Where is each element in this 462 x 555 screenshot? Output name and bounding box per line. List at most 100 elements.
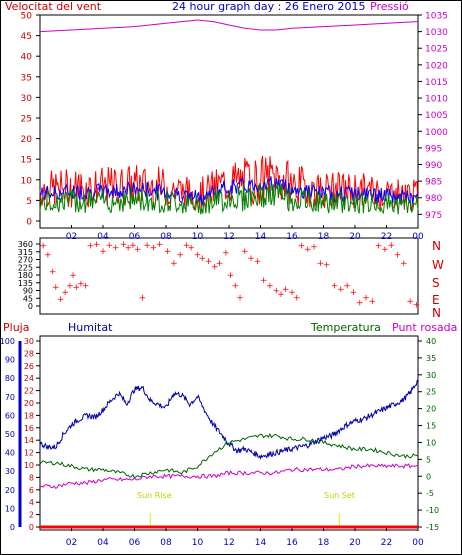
humidity-xtick-label: 16 — [286, 538, 298, 548]
wind-ytick-label: 25 — [21, 115, 32, 125]
rain-ytick-label: 30 — [24, 337, 34, 346]
direction-point: + — [57, 295, 65, 305]
temp-ytick-label: 35 — [426, 354, 436, 363]
direction-point: + — [143, 241, 151, 251]
wind-xtick-label: 00 — [412, 232, 424, 242]
direction-point: + — [39, 242, 47, 252]
direction-point: + — [236, 293, 244, 303]
temperature-label: Temperatura — [310, 321, 381, 334]
direction-point: + — [293, 293, 301, 303]
direction-ytick-label: 135 — [18, 279, 33, 288]
rain-ytick-label: 28 — [24, 349, 34, 358]
direction-point: + — [272, 287, 280, 297]
direction-ytick-label: 45 — [23, 294, 33, 303]
humidity-ytick-label: 80 — [5, 374, 15, 383]
direction-point: + — [216, 259, 224, 269]
chart-title: 24 hour graph day : 26 Enero 2015 — [172, 0, 366, 13]
rain-ytick-label: 26 — [24, 362, 34, 371]
dewpoint-label: Punt rosada — [392, 321, 457, 334]
direction-point: + — [369, 297, 377, 307]
wind-ytick-label: 50 — [21, 12, 33, 22]
direction-point: + — [304, 245, 312, 255]
direction-ytick-label: 90 — [23, 287, 33, 296]
wind-xtick-label: 08 — [160, 232, 172, 242]
temp-ytick-label: 30 — [426, 371, 436, 380]
wind-ytick-label: 35 — [21, 73, 32, 83]
temp-ytick-label: -15 — [426, 523, 439, 532]
humidity-xtick-label: 20 — [349, 538, 361, 548]
wind-xtick-label: 20 — [349, 232, 361, 242]
direction-point: + — [375, 242, 383, 252]
humidity-ytick-label: 30 — [5, 467, 15, 476]
direction-point: + — [241, 247, 249, 257]
direction-point: + — [129, 241, 137, 251]
pressure-ytick-label: 1000 — [425, 128, 448, 138]
direction-point: + — [317, 259, 325, 269]
wind-ytick-label: 30 — [21, 94, 33, 104]
pressure-ytick-label: 980 — [425, 194, 442, 204]
humidity-xtick-label: 10 — [192, 538, 204, 548]
direction-point: + — [247, 254, 255, 264]
humidity-label: Humitat — [68, 321, 113, 334]
pressure-ytick-label: 1025 — [425, 45, 448, 55]
rain-ytick-label: 8 — [29, 473, 34, 482]
direction-point: + — [406, 297, 414, 307]
humidity-xtick-label: 18 — [318, 538, 330, 548]
wind-ytick-label: 45 — [21, 32, 32, 42]
temp-ytick-label: -5 — [426, 489, 434, 498]
rain-ytick-label: 16 — [24, 424, 34, 433]
direction-point: + — [266, 281, 274, 291]
humidity-line — [39, 379, 419, 460]
humidity-ytick-label: 70 — [5, 393, 15, 402]
rain-ytick-label: 12 — [24, 449, 34, 458]
direction-point: + — [356, 299, 364, 309]
direction-point: + — [211, 262, 219, 272]
direction-point: + — [205, 257, 213, 267]
wind-xtick-label: 04 — [97, 232, 109, 242]
wind-ytick-label: 5 — [26, 197, 32, 207]
pressure-ytick-label: 975 — [425, 211, 442, 221]
pressure-ytick-label: 1010 — [425, 95, 448, 105]
rain-ytick-label: 10 — [24, 461, 34, 470]
wind-panel: 0510152025303540455097598098599099510001… — [21, 12, 449, 243]
rain-ytick-label: 4 — [29, 498, 34, 507]
direction-point: + — [72, 283, 80, 293]
humidity-ytick-label: 100 — [0, 337, 15, 346]
direction-ytick-label: 315 — [18, 248, 33, 257]
pressure-ytick-label: 1015 — [425, 78, 448, 88]
rain-ytick-label: 6 — [29, 486, 34, 495]
direction-point: + — [387, 241, 395, 251]
temp-ytick-label: 25 — [426, 388, 436, 397]
direction-point: + — [222, 249, 230, 259]
wind-xtick-label: 12 — [223, 232, 234, 242]
wind-xtick-label: 06 — [129, 232, 141, 242]
wind-xtick-label: 14 — [255, 232, 267, 242]
humidity-xtick-label: 00 — [412, 538, 424, 548]
direction-point: + — [394, 250, 402, 260]
humidity-panel: 0102030405060708090100024681012141618202… — [0, 337, 439, 548]
direction-ytick-label: 225 — [18, 263, 33, 272]
direction-point: + — [232, 281, 240, 291]
temp-ytick-label: -10 — [426, 506, 439, 515]
direction-point: + — [400, 259, 408, 269]
pressure-ytick-label: 1030 — [425, 28, 448, 38]
humidity-xtick-label: 08 — [160, 538, 172, 548]
direction-point: + — [150, 243, 158, 253]
pressure-ytick-label: 1035 — [425, 12, 448, 22]
direction-point: + — [331, 281, 339, 291]
direction-point: + — [288, 288, 296, 298]
direction-point: + — [260, 276, 268, 286]
wind-xtick-label: 10 — [192, 232, 204, 242]
wind-ytick-label: 40 — [21, 53, 33, 63]
humidity-xtick-label: 14 — [255, 538, 267, 548]
dewpoint-line — [39, 463, 419, 490]
wind-speed-line — [39, 180, 419, 215]
humidity-xtick-label: 04 — [97, 538, 109, 548]
direction-ytick-label: 0 — [28, 302, 33, 311]
direction-point: + — [61, 288, 69, 298]
wind-ytick-label: 20 — [21, 135, 33, 145]
humidity-ytick-label: 40 — [5, 449, 15, 458]
panel-direction-frame — [39, 237, 419, 315]
direction-ytick-label: 270 — [18, 256, 33, 265]
